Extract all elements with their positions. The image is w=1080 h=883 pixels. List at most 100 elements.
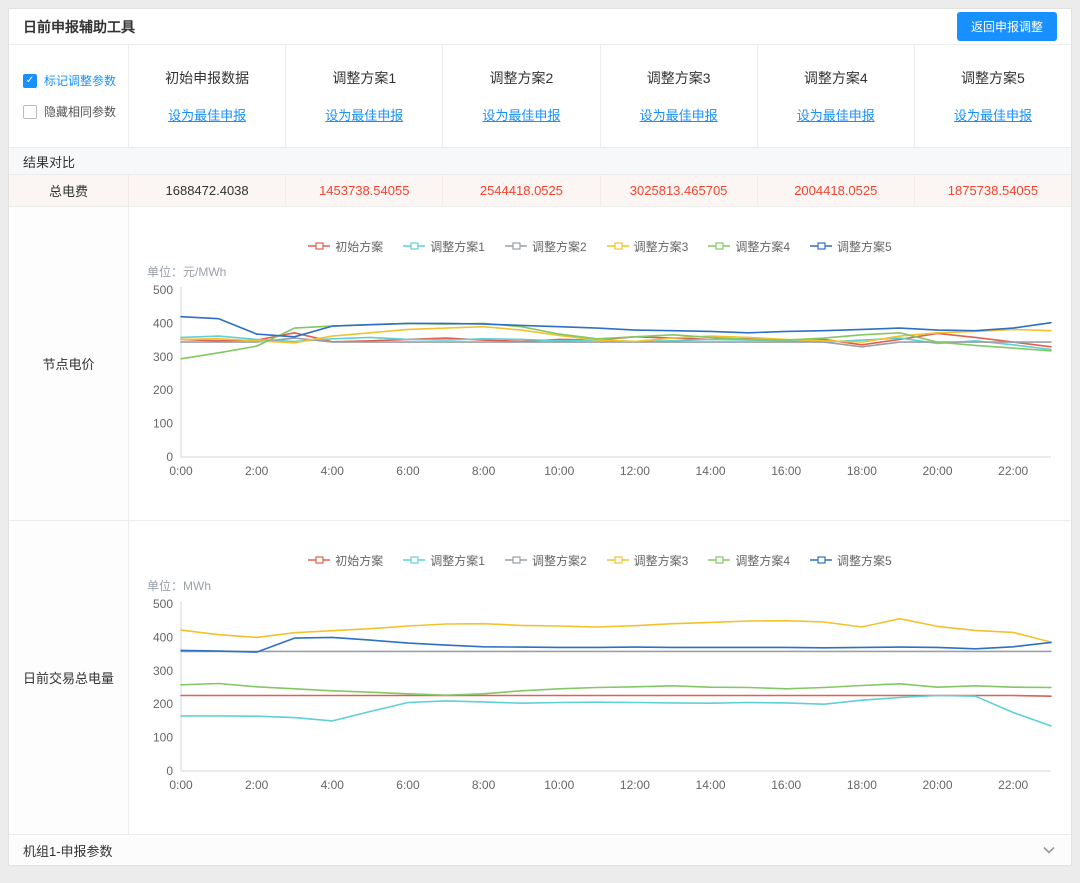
legend-label: 初始方案	[335, 239, 384, 254]
svg-text:12:00: 12:00	[620, 464, 650, 478]
svg-text:6:00: 6:00	[396, 778, 420, 792]
total-fee-row: 总电费 1688472.4038 1453738.54055 2544418.0…	[9, 175, 1071, 207]
hide-same-params-checkbox[interactable]: 隐藏相同参数	[23, 103, 128, 120]
total-energy-row-label: 日前交易总电量	[9, 521, 129, 834]
node-price-chart-area: 初始方案 调整方案1 调整方案2 调整方案3 调整方案4 调整方案5 单位：元/MWh 0…	[129, 207, 1071, 520]
result-compare-title: 结果对比	[23, 154, 76, 170]
svg-text:16:00: 16:00	[771, 464, 801, 478]
return-declaration-adjust-button[interactable]: 返回申报调整	[956, 12, 1057, 41]
svg-text:500: 500	[153, 597, 173, 611]
legend-item-调整方案3[interactable]: 调整方案3	[606, 238, 689, 255]
node-price-row-label: 节点电价	[9, 207, 129, 520]
legend-line-icon	[504, 556, 527, 564]
unit1-params-section-header[interactable]: 机组1-申报参数	[9, 835, 1071, 865]
plan-column-adjust-5: 调整方案5 设为最佳申报	[913, 45, 1071, 147]
total-energy-section: 日前交易总电量 初始方案 调整方案1 调整方案2 调整方案3 调整方案4 调整方案5 单位…	[9, 521, 1071, 835]
svg-text:4:00: 4:00	[321, 778, 345, 792]
legend-item-调整方案5[interactable]: 调整方案5	[810, 238, 892, 255]
svg-text:200: 200	[153, 697, 173, 711]
total-fee-value-initial: 1688472.4038	[165, 183, 249, 198]
legend-line-icon	[504, 242, 527, 250]
svg-text:22:00: 22:00	[998, 464, 1028, 478]
set-best-declaration-link[interactable]: 设为最佳申报	[953, 108, 1032, 123]
svg-text:10:00: 10:00	[544, 464, 574, 478]
total-fee-value-adjust-5: 1875738.54055	[913, 175, 1071, 206]
page-title: 日前申报辅助工具	[23, 18, 135, 35]
plan-header-row: ✓ 标记调整参数 隐藏相同参数 初始申报数据 设为最佳申报 调整方案1 设为最佳…	[9, 45, 1071, 148]
legend-item-调整方案4[interactable]: 调整方案4	[708, 552, 790, 569]
legend-line-icon	[403, 242, 426, 250]
mark-adjust-params-label: 标记调整参数	[44, 74, 117, 88]
svg-text:14:00: 14:00	[696, 464, 726, 478]
legend-item-调整方案5[interactable]: 调整方案5	[810, 552, 892, 569]
total-energy-legend: 初始方案 调整方案1 调整方案2 调整方案3 调整方案4 调整方案5	[129, 552, 1071, 569]
svg-text:8:00: 8:00	[472, 464, 496, 478]
chevron-down-icon[interactable]	[1041, 842, 1057, 858]
legend-label: 初始方案	[335, 553, 384, 568]
legend-line-icon	[403, 556, 426, 564]
plan-name: 初始申报数据	[165, 70, 250, 86]
set-best-declaration-link[interactable]: 设为最佳申报	[168, 108, 247, 123]
plan-name: 调整方案2	[489, 70, 554, 86]
legend-label: 调整方案3	[633, 239, 689, 254]
svg-text:4:00: 4:00	[321, 464, 345, 478]
svg-text:0: 0	[166, 450, 173, 464]
total-fee-value-adjust-4: 2004418.0525	[756, 175, 914, 206]
legend-line-icon	[606, 242, 629, 250]
legend-line-icon	[308, 556, 331, 564]
checkbox-checked-icon: ✓	[23, 73, 37, 88]
svg-text:12:00: 12:00	[620, 778, 650, 792]
svg-text:0:00: 0:00	[169, 464, 193, 478]
mark-adjust-params-checkbox[interactable]: ✓ 标记调整参数	[23, 72, 128, 89]
legend-item-初始方案[interactable]: 初始方案	[308, 238, 383, 255]
svg-text:400: 400	[153, 630, 173, 644]
plan-name: 调整方案3	[646, 70, 711, 86]
svg-text:400: 400	[153, 316, 173, 330]
svg-text:20:00: 20:00	[923, 464, 953, 478]
node-price-section: 节点电价 初始方案 调整方案1 调整方案2 调整方案3 调整方案4 调整方案5 单位：元/…	[9, 207, 1071, 521]
total-fee-value-adjust-1: 1453738.54055	[285, 175, 442, 206]
legend-line-icon	[810, 242, 833, 250]
legend-label: 调整方案2	[531, 553, 587, 568]
svg-text:0:00: 0:00	[169, 778, 193, 792]
legend-item-调整方案2[interactable]: 调整方案2	[504, 238, 587, 255]
svg-text:6:00: 6:00	[396, 464, 420, 478]
svg-text:300: 300	[153, 350, 173, 364]
svg-text:10:00: 10:00	[544, 778, 574, 792]
legend-line-icon	[606, 556, 629, 564]
plan-column-adjust-1: 调整方案1 设为最佳申报	[285, 45, 442, 147]
svg-text:200: 200	[153, 383, 173, 397]
svg-text:22:00: 22:00	[998, 778, 1028, 792]
plan-name: 调整方案4	[803, 70, 868, 86]
svg-text:0: 0	[166, 764, 173, 778]
legend-item-调整方案1[interactable]: 调整方案1	[403, 552, 485, 569]
total-energy-chart: 0 100 200 300 400 500 0:00 2:00 4:00 6:00 8:00 10:0…	[153, 597, 1052, 792]
legend-item-调整方案3[interactable]: 调整方案3	[606, 552, 688, 569]
set-best-declaration-link[interactable]: 设为最佳申报	[796, 108, 875, 123]
svg-text:100: 100	[153, 731, 173, 745]
svg-text:18:00: 18:00	[847, 464, 877, 478]
legend-line-icon	[810, 556, 833, 564]
legend-label: 调整方案4	[735, 553, 791, 568]
legend-item-调整方案2[interactable]: 调整方案2	[504, 552, 587, 569]
set-best-declaration-link[interactable]: 设为最佳申报	[639, 108, 718, 123]
svg-text:2:00: 2:00	[245, 464, 269, 478]
svg-text:18:00: 18:00	[847, 778, 877, 792]
legend-line-icon	[708, 242, 731, 250]
legend-item-调整方案4[interactable]: 调整方案4	[708, 238, 790, 255]
plan-column-initial: 初始申报数据 设为最佳申报	[129, 45, 285, 147]
legend-item-调整方案1[interactable]: 调整方案1	[403, 238, 485, 255]
svg-text:16:00: 16:00	[771, 778, 801, 792]
legend-label: 调整方案5	[837, 239, 892, 254]
set-best-declaration-link[interactable]: 设为最佳申报	[482, 108, 561, 123]
svg-text:300: 300	[153, 664, 173, 678]
legend-item-初始方案[interactable]: 初始方案	[308, 552, 383, 569]
total-fee-label: 总电费	[9, 175, 129, 206]
set-best-declaration-link[interactable]: 设为最佳申报	[325, 108, 404, 123]
total-energy-chart-area: 初始方案 调整方案1 调整方案2 调整方案3 调整方案4 调整方案5 单位：MWh 0 10…	[129, 521, 1071, 834]
plan-column-adjust-4: 调整方案4 设为最佳申报	[756, 45, 914, 147]
hide-same-params-label: 隐藏相同参数	[44, 105, 117, 119]
plan-column-adjust-2: 调整方案2 设为最佳申报	[442, 45, 599, 147]
topbar: 日前申报辅助工具 返回申报调整	[9, 9, 1071, 45]
svg-text:8:00: 8:00	[472, 778, 496, 792]
